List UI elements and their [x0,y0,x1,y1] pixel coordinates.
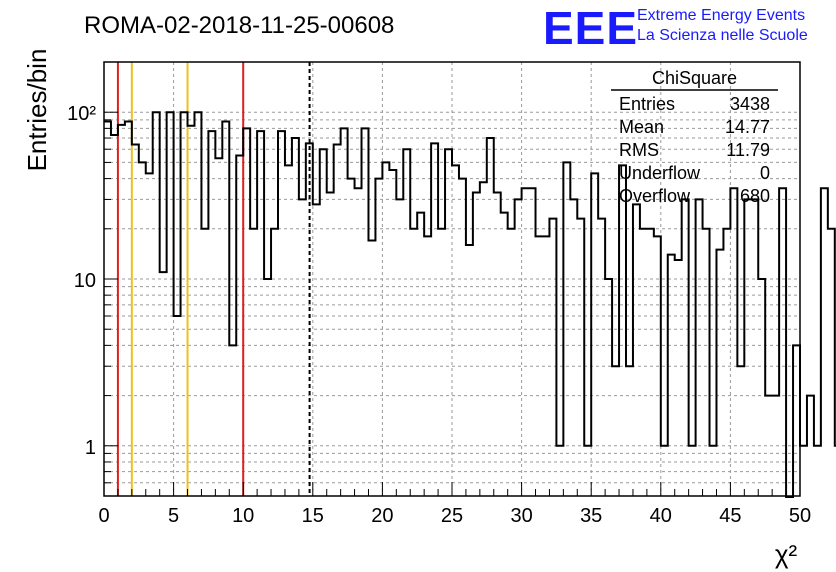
histogram-line [104,111,836,498]
stats-value: 3438 [730,94,770,114]
tick-labels: 0 5 10 15 20 25 30 35 40 45 50 1 10 10² [67,103,811,527]
x-tick-label: 40 [650,505,672,527]
y-tick-label: 10 [74,270,96,292]
x-tick-label: 50 [789,505,811,527]
y-tick-label: 10² [67,103,96,125]
chart-title: ROMA-02-2018-11-25-00608 [84,12,394,39]
org-name-line2: La Scienza nelle Scuole [637,27,808,44]
logo-mark: EEE [543,2,638,54]
x-axis-title: χ² [775,539,798,569]
org-name-line1: Extreme Energy Events [637,7,805,24]
x-tick-label: 45 [719,505,741,527]
x-tick-label: 30 [510,505,532,527]
stats-value: 14.77 [725,117,770,137]
eee-logo: EEE Extreme Energy Events La Scienza nel… [543,2,808,54]
stats-label: Mean [619,117,664,137]
stats-box: ChiSquare Entries 3438 Mean 14.77 RMS 11.79 Und… [611,68,778,206]
stats-value: 0 [760,163,770,183]
x-tick-label: 5 [168,505,179,527]
histogram-bars [104,111,836,498]
grid-lines [104,62,800,496]
y-axis-title: Entries/bin [22,49,52,172]
stats-label: RMS [619,140,659,160]
y-tick-label: 1 [85,437,96,459]
stats-value: 11.79 [726,140,770,160]
x-tick-label: 20 [371,505,393,527]
stats-box-title: ChiSquare [652,68,737,88]
stats-label: Overflow [619,186,691,206]
stats-value: 680 [740,186,770,206]
stats-label: Underflow [619,163,701,183]
x-tick-label: 15 [302,505,324,527]
axis-ticks [103,61,801,497]
x-tick-label: 0 [98,505,109,527]
x-tick-label: 35 [580,505,602,527]
x-tick-label: 10 [232,505,254,527]
x-tick-label: 25 [441,505,463,527]
stats-label: Entries [619,94,675,114]
